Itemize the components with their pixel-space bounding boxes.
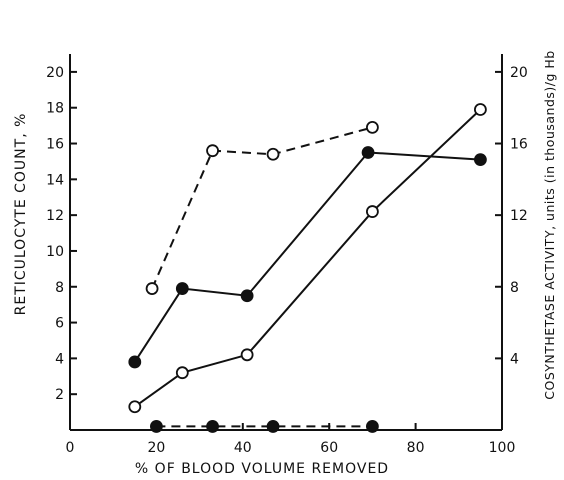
y-left-axis-title: RETICULOCYTE COUNT, % bbox=[13, 113, 29, 316]
y-right-tick-label-8: 8 bbox=[510, 280, 519, 296]
series-3-line bbox=[134, 108, 482, 408]
series-2-point-5 bbox=[473, 153, 487, 167]
y-right-tick-label-12: 12 bbox=[510, 208, 528, 224]
series-4-point-1 bbox=[149, 420, 163, 433]
series-3-point-4 bbox=[365, 205, 379, 218]
series-2-point-3 bbox=[240, 289, 254, 303]
y-left-tick-label-10: 10 bbox=[46, 244, 64, 260]
x-tick-label-20: 20 bbox=[147, 440, 165, 456]
series-3-point-2 bbox=[175, 366, 189, 380]
series-layer bbox=[128, 103, 487, 433]
y-right-axis-title: COSYNTHETASE ACTIVITY, units (in thousan… bbox=[542, 50, 557, 400]
y-left-tick-label-14: 14 bbox=[46, 172, 64, 188]
series-1-point-1 bbox=[145, 282, 159, 295]
y-right-tick-label-16: 16 bbox=[510, 137, 528, 153]
y-left-tick-label-12: 12 bbox=[46, 208, 64, 224]
y-left-tick-label-16: 16 bbox=[46, 137, 64, 153]
y-left-tick-label-6: 6 bbox=[55, 316, 64, 332]
x-tick-label-0: 0 bbox=[66, 440, 75, 456]
x-tick-label-80: 80 bbox=[407, 440, 425, 456]
x-tick-label-100: 100 bbox=[489, 440, 516, 456]
x-axis-title: % OF BLOOD VOLUME REMOVED bbox=[135, 461, 389, 477]
series-1-point-2 bbox=[206, 144, 219, 158]
series-4-point-3 bbox=[266, 420, 280, 433]
axes bbox=[69, 54, 503, 431]
y-right-tick-label-20: 20 bbox=[510, 65, 528, 81]
y-left-tick-label-18: 18 bbox=[46, 101, 64, 117]
x-tick-label-40: 40 bbox=[234, 440, 252, 456]
y-left-tick-label-2: 2 bbox=[55, 387, 64, 403]
series-1-point-3 bbox=[266, 147, 280, 161]
x-ticks: 0 20 40 60 80 100 bbox=[66, 423, 516, 456]
series-1-line bbox=[151, 126, 373, 289]
y-left-tick-label-4: 4 bbox=[55, 351, 64, 367]
y-right-tick-label-4: 4 bbox=[510, 351, 519, 367]
series-1-point-4 bbox=[365, 121, 379, 134]
x-tick-label-60: 60 bbox=[320, 440, 338, 456]
series-2-point-1 bbox=[128, 355, 142, 369]
series-4-point-2 bbox=[206, 420, 219, 433]
y-left-tick-label-8: 8 bbox=[55, 280, 64, 296]
y-right-ticks: 4 8 12 16 20 bbox=[495, 65, 528, 367]
series-2-point-4 bbox=[361, 146, 375, 159]
series-2-line bbox=[133, 151, 481, 363]
y-left-tick-label-20: 20 bbox=[46, 65, 64, 81]
series-3-point-3 bbox=[240, 348, 254, 362]
series-2-point-2 bbox=[175, 282, 189, 295]
y-left-ticks: 2 4 6 8 10 12 14 16 18 20 bbox=[46, 65, 77, 403]
series-4-point-4 bbox=[365, 420, 379, 433]
series-3-point-1 bbox=[128, 400, 142, 414]
series-3-point-5 bbox=[473, 103, 487, 116]
